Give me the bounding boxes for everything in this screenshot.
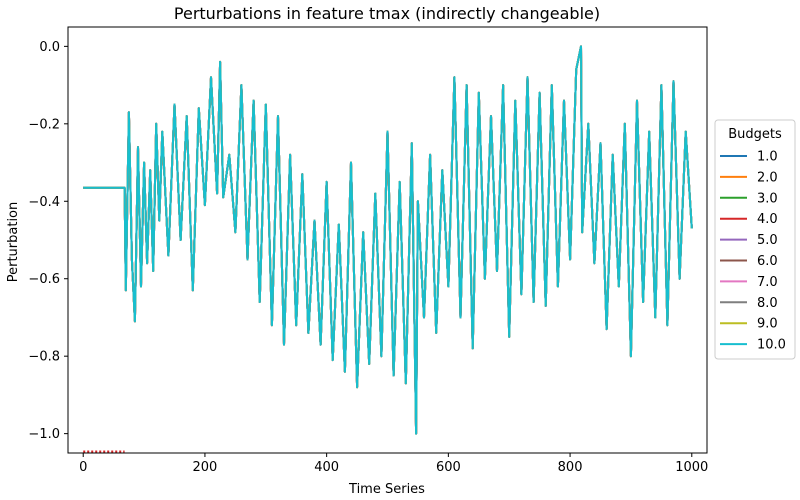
- legend-entry-label: 1.0: [757, 150, 778, 165]
- legend-entry-label: 10.0: [757, 338, 786, 353]
- legend-entry-label: 3.0: [757, 191, 778, 206]
- x-tick-label: 200: [193, 460, 218, 475]
- y-axis-label: Perturbation: [6, 202, 21, 283]
- x-axis: 0 200 400 600 800 1000: [79, 453, 708, 475]
- legend-entry-label: 5.0: [757, 233, 778, 248]
- legend-entry-label: 2.0: [757, 170, 778, 185]
- y-tick-label: 0.0: [39, 40, 60, 55]
- x-tick-label: 1000: [675, 460, 708, 475]
- x-tick-label: 400: [314, 460, 339, 475]
- y-axis: 0.0 −0.2 −0.4 −0.6 −0.8 −1.0: [28, 40, 68, 442]
- legend-entry-label: 7.0: [757, 275, 778, 290]
- y-tick-label: −0.2: [28, 117, 60, 132]
- x-axis-label: Time Series: [348, 482, 425, 497]
- y-tick-label: −0.4: [28, 195, 60, 210]
- chart-title: Perturbations in feature tmax (indirectl…: [174, 4, 600, 23]
- y-tick-label: −0.6: [28, 272, 60, 287]
- series-line-10.0: [83, 45, 693, 435]
- legend-entry-label: 6.0: [757, 254, 778, 269]
- legend-entry-label: 8.0: [757, 296, 778, 311]
- legend-entry-label: 9.0: [757, 317, 778, 332]
- legend-box: [714, 119, 796, 360]
- x-tick-label: 600: [436, 460, 461, 475]
- plot-area: [67, 26, 708, 454]
- x-tick-label: 0: [79, 460, 87, 475]
- legend-entry-label: 4.0: [757, 212, 778, 227]
- y-tick-label: −1.0: [28, 427, 60, 442]
- x-tick-label: 800: [558, 460, 583, 475]
- y-tick-label: −0.8: [28, 350, 60, 365]
- legend-title: Budgets: [728, 127, 782, 142]
- axes-frame: [67, 26, 708, 454]
- legend: Budgets 1.0 2.0 3.0 4.0 5.0 6.0 7.0 8.0 9.0 10.0: [714, 119, 796, 360]
